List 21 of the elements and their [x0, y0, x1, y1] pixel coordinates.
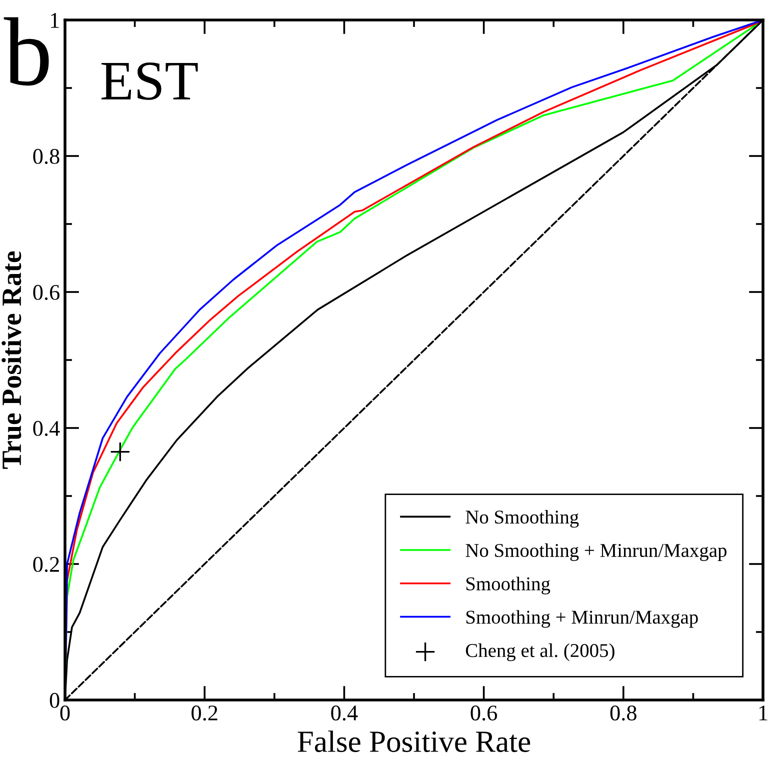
legend-label: No Smoothing: [466, 510, 579, 528]
x-tick-label: 0.6: [470, 706, 498, 721]
legend-label: Smoothing: [466, 576, 550, 594]
text: b: [4, 17, 49, 86]
y-tick-label: 0.2: [33, 556, 59, 572]
legend-label: Smoothing + Minrun/Maxgap: [466, 610, 698, 628]
annotation: EST: [101, 62, 198, 100]
x-axis-title: False Positive Rate: [298, 730, 530, 752]
x-tick-label: 0.2: [192, 706, 218, 721]
y-axis-title: True Positive Rate: [2, 251, 22, 469]
y-tick-label: 0.4: [33, 420, 60, 436]
legend-label: No Smoothing + Minrun/Maxgap: [466, 543, 726, 562]
y-tick-label: 0: [50, 692, 60, 708]
y-tick-label: 0.8: [33, 148, 60, 164]
legend-label: Cheng et al. (2005): [466, 643, 614, 662]
x-tick-label: 0.8: [610, 706, 636, 721]
y-tick-label: 0.6: [33, 284, 60, 300]
x-tick-label: 0.4: [331, 706, 358, 721]
x-tick-label: 0: [60, 706, 70, 720]
y-tick-label: 1: [50, 13, 59, 28]
x-tick-label: 1: [759, 706, 768, 720]
